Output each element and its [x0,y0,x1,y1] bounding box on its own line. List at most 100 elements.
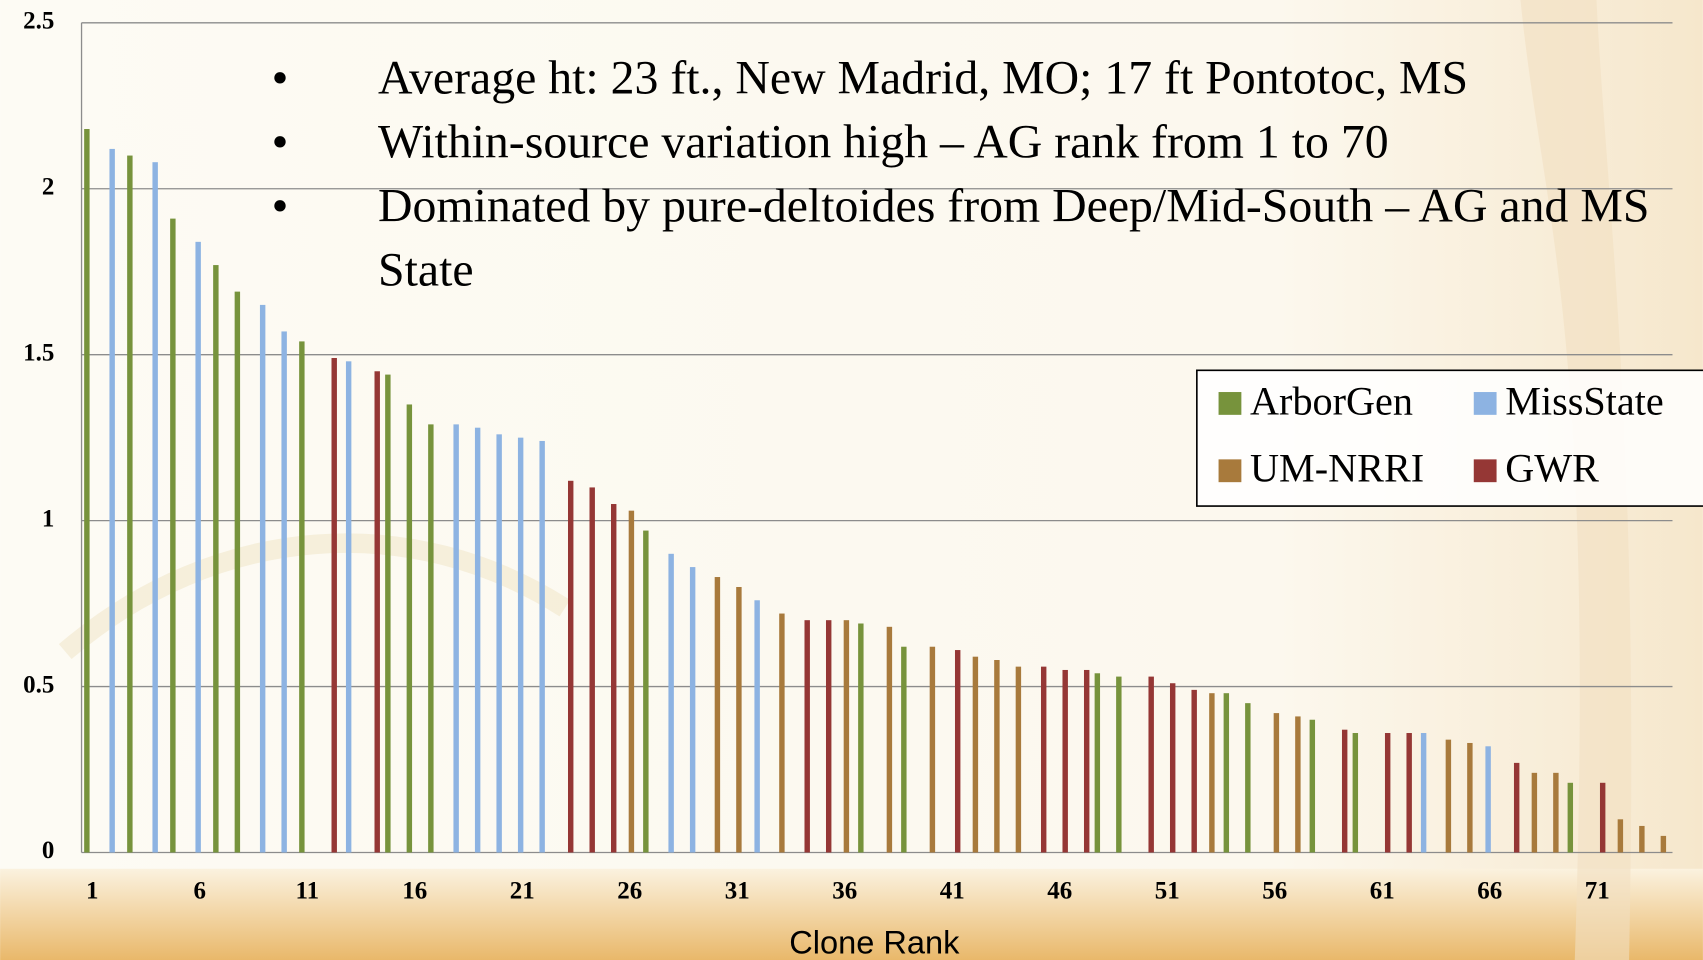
x-tick-label: 31 [725,877,750,904]
bar [689,567,696,853]
bar [1209,693,1215,853]
legend-label: ArborGen [1250,378,1413,423]
bar [1083,669,1090,853]
bar [1445,739,1452,853]
bar [1245,703,1251,853]
x-tick-label: 1 [86,877,98,904]
bar [1223,693,1230,853]
bar [1617,819,1624,853]
bar [589,487,595,853]
bar [1040,666,1047,853]
bullet: Dominated by pure-deltoides from Deep/Mi… [261,174,1703,302]
bar [1309,719,1316,853]
x-axis-label: Clone Rank [789,924,960,960]
bar [643,530,649,853]
plot-area: 00.511.522.51 6 11 16 21 26 31 36 41 46 51 56 61 66 71 [23,8,1673,904]
bar [109,148,115,853]
bar [1273,713,1280,853]
bar [496,434,502,853]
x-tick-label: 6 [194,877,206,904]
bar [567,480,574,853]
x-tick-label: 36 [832,877,857,904]
bar [474,427,481,853]
bullet: Average ht: 23 ft., New Madrid, MO; 17 f… [261,46,1703,110]
bar [1420,733,1427,853]
bar [281,331,287,853]
bullet-box: Average ht: 23 ft., New Madrid, MO; 17 f… [261,46,1703,317]
bar [610,504,617,853]
x-tick-label: 21 [510,877,535,904]
bar [1467,742,1473,853]
legend-box [1196,369,1703,507]
bar [804,620,810,853]
bar [1062,669,1068,853]
bar [901,646,907,853]
bar [972,656,979,853]
bar [714,577,721,853]
bar [259,304,266,853]
x-tick-label: 61 [1370,877,1395,904]
legend-swatch [1218,392,1242,415]
bar [1352,733,1359,853]
y-tick-label: 1.5 [23,339,54,366]
bar [1015,666,1022,853]
y-tick-label: 1 [42,505,54,532]
bar [299,341,305,853]
bar [170,218,176,853]
bar [994,660,1000,853]
bar [1599,782,1606,853]
bar [1169,683,1176,853]
legend-label: UM-NRRI [1250,446,1424,491]
bar [825,620,832,853]
y-tick-label: 2.5 [23,8,54,35]
x-tick-label: 66 [1477,877,1502,904]
bar [1116,676,1122,853]
bar [406,404,413,853]
legend-swatch [1218,459,1242,483]
bullet-list: Average ht: 23 ft., New Madrid, MO; 17 f… [261,46,1703,302]
bar [1191,689,1197,853]
bar [754,600,760,853]
x-tick-label: 46 [1047,877,1072,904]
bar [628,510,635,853]
x-tick-label: 11 [295,877,319,904]
bar [954,650,961,853]
x-tick-label: 26 [617,877,642,904]
x-tick-label: 41 [940,877,965,904]
bar [1531,772,1538,853]
bar [234,291,241,853]
bar [1094,673,1101,853]
legend-swatch [1473,392,1497,415]
bar [213,265,219,853]
bar [779,613,785,853]
y-tick-label: 0 [42,837,54,864]
bar [517,437,524,853]
legend-label: GWR [1505,446,1599,491]
bar [1639,825,1645,853]
y-tick-label: 0.5 [23,671,54,698]
legend: ArborGen MissState UM-NRRI GWR [1196,369,1703,507]
y-tick-label: 2 [42,173,54,200]
bar [668,553,674,853]
bar [1406,733,1412,853]
bullet: Within-source variation high – AG rank f… [261,110,1703,174]
bar [1148,676,1154,853]
bar [345,361,352,853]
x-tick-label: 71 [1585,877,1610,904]
footer-band [0,868,1703,960]
bar [385,374,391,853]
bar [858,623,864,853]
bar [1567,782,1574,853]
bar [736,586,742,853]
bar [1660,835,1667,853]
bar [1295,716,1301,853]
bar [374,371,380,853]
bar [1485,746,1491,853]
x-tick-label: 51 [1155,877,1180,904]
legend-swatch [1473,459,1497,483]
bar [1513,762,1520,853]
x-tick-label: 16 [402,877,427,904]
bar [1384,733,1391,853]
bar [127,155,133,853]
